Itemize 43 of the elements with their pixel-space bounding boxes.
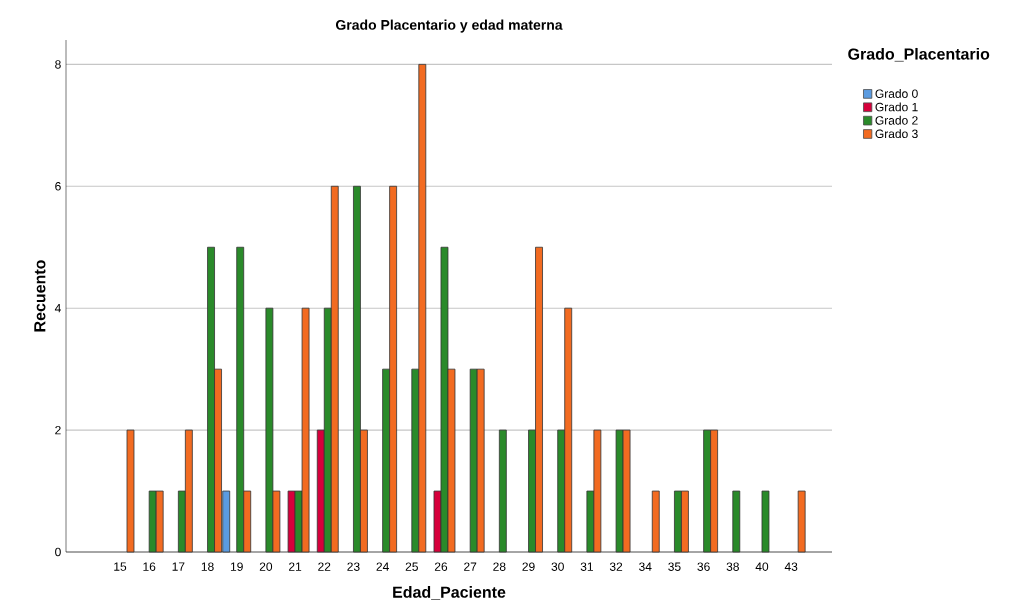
x-tick-label: 24 — [376, 562, 389, 571]
x-tick-label: 18 — [201, 562, 214, 571]
x-tick-label: 15 — [114, 562, 127, 571]
legend-label: Grado 0 — [875, 89, 918, 98]
x-tick-label: 27 — [464, 562, 477, 571]
x-tick-label: 32 — [609, 562, 623, 571]
x-tick-label: 30 — [551, 562, 564, 571]
x-tick-label: 35 — [668, 562, 681, 571]
x-tick-label: 38 — [726, 562, 739, 571]
y-axis-title: Recuento — [34, 260, 46, 332]
x-tick-label: 23 — [347, 562, 360, 571]
bar — [732, 490, 741, 553]
y-tick-label: 2 — [55, 425, 61, 435]
bar — [761, 490, 770, 553]
x-tick-label: 40 — [755, 562, 769, 571]
x-tick-label: 26 — [434, 562, 448, 571]
x-tick-label: 22 — [318, 562, 331, 571]
bar — [651, 490, 660, 553]
y-tick-label: 4 — [54, 304, 61, 313]
legend-label: Grado 3 — [875, 129, 918, 139]
y-tick-label: 8 — [55, 60, 61, 69]
x-tick-label: 28 — [493, 562, 506, 571]
x-tick-label: 20 — [259, 562, 273, 571]
bar — [126, 429, 135, 553]
y-tick-label: 6 — [55, 182, 61, 191]
x-tick-label: 34 — [639, 562, 652, 571]
x-tick-label: 29 — [522, 562, 535, 571]
legend-title: Grado_Placentario — [848, 47, 990, 62]
legend-label: Grado 1 — [875, 102, 918, 112]
bar — [797, 490, 806, 553]
y-tick-label: 0 — [55, 547, 61, 557]
x-axis-title: Edad_Paciente — [393, 586, 506, 600]
bar — [498, 429, 507, 553]
chart-title: Grado Placentario y edad materna — [335, 19, 563, 33]
x-tick-label: 31 — [580, 562, 593, 571]
x-tick-label: 36 — [697, 562, 710, 571]
x-tick-label: 21 — [289, 562, 302, 571]
x-tick-label: 43 — [784, 562, 798, 571]
legend-label: Grado 2 — [875, 115, 918, 125]
x-tick-label: 19 — [230, 562, 243, 571]
x-tick-label: 16 — [143, 562, 156, 571]
x-tick-label: 25 — [405, 562, 418, 571]
x-tick-label: 17 — [172, 562, 185, 571]
